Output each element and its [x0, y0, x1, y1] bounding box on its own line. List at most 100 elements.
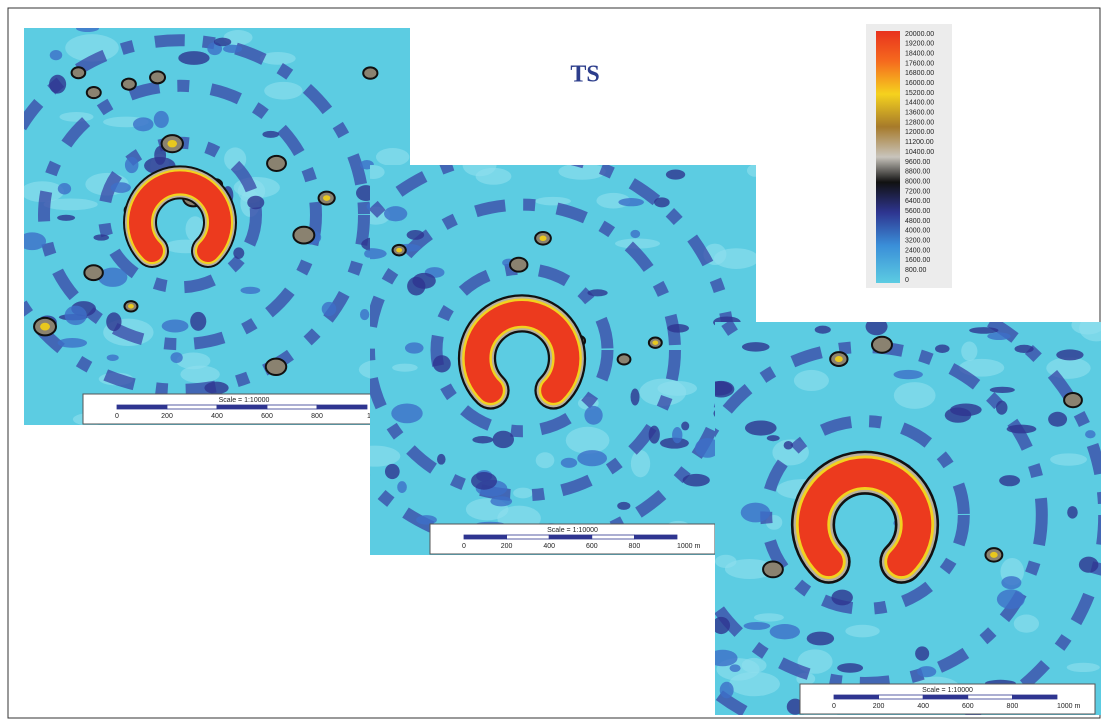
legend-label: 19200.00: [905, 41, 934, 48]
title: TS: [570, 62, 599, 88]
blob: [708, 650, 738, 667]
scale-tick-label: 800: [1007, 703, 1019, 710]
legend-label: 7200.00: [905, 188, 930, 195]
scale-title: Scale = 1:10000: [547, 527, 598, 534]
island-core: [40, 323, 50, 331]
legend-label: 20000.00: [905, 31, 934, 38]
island-core: [990, 552, 998, 558]
texture: [392, 364, 418, 372]
blob: [416, 515, 437, 524]
blob: [407, 230, 425, 240]
blob: [322, 302, 337, 316]
color-bar: [876, 31, 900, 283]
texture: [894, 382, 936, 409]
island: [763, 561, 783, 577]
blob: [831, 590, 852, 606]
texture: [376, 148, 410, 166]
blob: [93, 234, 109, 240]
blob: [987, 332, 1010, 340]
legend-label: 8000.00: [905, 178, 930, 185]
blob: [437, 454, 446, 465]
blob: [471, 472, 497, 490]
blob: [262, 131, 279, 138]
legend-label: 2400.00: [905, 247, 930, 254]
scale-tick-label: 400: [211, 413, 223, 420]
blob: [125, 157, 139, 173]
scale-title: Scale = 1:10000: [219, 397, 270, 404]
blob: [472, 436, 493, 443]
legend-label: 12800.00: [905, 119, 934, 126]
scale-seg: [634, 535, 677, 539]
texture: [754, 613, 784, 621]
island-core: [539, 236, 546, 241]
blob: [742, 342, 770, 351]
texture: [536, 452, 555, 468]
island: [267, 156, 286, 171]
island: [266, 359, 286, 375]
blob: [493, 431, 514, 448]
blob: [784, 441, 793, 450]
blob: [666, 170, 685, 180]
island-core: [128, 304, 134, 309]
blob: [133, 117, 154, 131]
blob: [997, 589, 1025, 609]
legend-label: 5600.00: [905, 208, 930, 215]
texture: [747, 164, 764, 177]
blob: [223, 45, 242, 53]
scale-seg: [879, 695, 924, 699]
blob: [837, 663, 863, 673]
island: [150, 71, 165, 83]
blob: [667, 324, 689, 333]
blob: [917, 666, 936, 677]
texture: [535, 197, 571, 206]
scale-seg: [167, 405, 217, 409]
blob: [672, 427, 682, 443]
scale-tick-label: 400: [917, 703, 929, 710]
blob: [240, 287, 260, 294]
legend-label: 4000.00: [905, 228, 930, 235]
blob: [1048, 412, 1067, 427]
scale-seg: [464, 535, 507, 539]
blob: [397, 481, 407, 493]
blob: [894, 370, 923, 379]
legend-label: 8800.00: [905, 169, 930, 176]
blob: [204, 382, 228, 394]
scale-tick-label: 600: [962, 703, 974, 710]
island: [122, 79, 136, 90]
blob: [720, 682, 734, 699]
island: [293, 227, 314, 244]
blob: [57, 215, 75, 221]
blob: [767, 435, 780, 441]
island-core: [167, 140, 177, 147]
legend-label: 6400.00: [905, 198, 930, 205]
blob: [584, 406, 602, 425]
legend-label: 4800.00: [905, 218, 930, 225]
legend-label: 800.00: [905, 267, 927, 274]
scale-tick-label: 200: [161, 413, 173, 420]
texture: [59, 112, 93, 122]
blob: [190, 312, 206, 331]
texture: [794, 370, 829, 391]
island: [618, 354, 631, 364]
blob: [178, 51, 209, 65]
map: [0, 25, 412, 426]
blob: [1085, 430, 1096, 438]
scale-tick-label: 0: [832, 703, 836, 710]
texture: [264, 82, 302, 100]
blob: [1067, 506, 1077, 519]
legend: 20000.0019200.0018400.0017600.0016800.00…: [866, 24, 952, 288]
legend-label: 13600.00: [905, 110, 934, 117]
blob: [577, 450, 607, 466]
blob: [617, 502, 630, 510]
blob: [681, 422, 689, 431]
scale-seg: [549, 535, 592, 539]
scale-seg: [923, 695, 968, 699]
scale-tick-label: 600: [261, 413, 273, 420]
blob: [162, 319, 189, 332]
legend-label: 0: [905, 277, 909, 284]
scale-tick-label: 400: [543, 543, 555, 550]
scale-seg: [117, 405, 167, 409]
texture: [729, 672, 780, 696]
